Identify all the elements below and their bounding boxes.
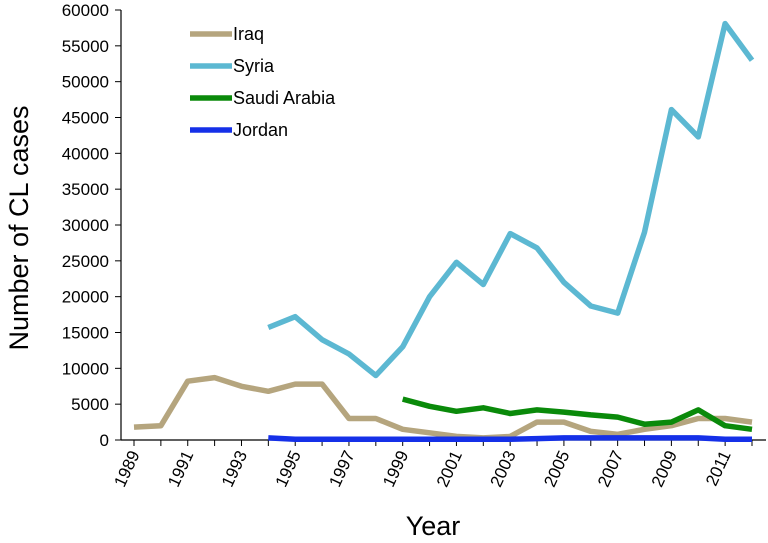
y-tick-label: 0 bbox=[100, 431, 109, 450]
legend: Iraq Syria Saudi Arabia Jordan bbox=[190, 24, 336, 140]
x-tick-label: 1989 bbox=[110, 448, 143, 490]
y-tick-label: 25000 bbox=[62, 252, 109, 271]
x-tick-label: 1993 bbox=[218, 448, 251, 490]
x-tick-label: 2003 bbox=[487, 448, 520, 490]
y-tick-label: 10000 bbox=[62, 359, 109, 378]
x-tick-label: 2009 bbox=[648, 448, 681, 490]
chart-axes bbox=[120, 10, 766, 441]
legend-label: Iraq bbox=[233, 24, 264, 44]
y-axis-title: Number of CL cases bbox=[4, 105, 34, 350]
series-line-iraq bbox=[133, 374, 753, 441]
legend-label: Saudi Arabia bbox=[233, 88, 336, 108]
y-tick-label: 30000 bbox=[62, 216, 109, 235]
y-tick-label: 35000 bbox=[62, 180, 109, 199]
x-tick-label: 1999 bbox=[379, 448, 412, 490]
x-tick-label: 2005 bbox=[540, 448, 573, 490]
y-tick-label: 50000 bbox=[62, 73, 109, 92]
series-lines bbox=[133, 20, 755, 443]
y-tick-label: 5000 bbox=[71, 395, 109, 414]
y-tick-label: 60000 bbox=[62, 1, 109, 20]
legend-label: Syria bbox=[233, 56, 275, 76]
y-tick-label: 45000 bbox=[62, 109, 109, 128]
x-axis-ticks: 1989 1991 1993 1995 1997 1999 2001 2003 2005 2007… bbox=[110, 440, 753, 490]
x-tick-label: 2001 bbox=[433, 448, 466, 490]
legend-label: Jordan bbox=[233, 120, 288, 140]
x-tick-label: 2011 bbox=[702, 448, 735, 489]
x-axis-title: Year bbox=[406, 511, 461, 541]
x-tick-label: 1991 bbox=[164, 448, 197, 490]
x-tick-label: 1995 bbox=[272, 448, 305, 490]
y-tick-label: 20000 bbox=[62, 288, 109, 307]
x-tick-label: 2007 bbox=[594, 448, 627, 490]
y-tick-label: 40000 bbox=[62, 144, 109, 163]
y-tick-label: 15000 bbox=[62, 324, 109, 343]
x-tick-label: 1997 bbox=[325, 448, 358, 490]
series-line-syria bbox=[267, 20, 755, 379]
series-line-saudi-arabia bbox=[401, 396, 753, 433]
y-tick-label: 55000 bbox=[62, 37, 109, 56]
series-line-jordan bbox=[268, 435, 752, 443]
y-axis-ticks: 0 5000 10000 15000 20000 25000 30000 35000 40000… bbox=[62, 1, 121, 450]
